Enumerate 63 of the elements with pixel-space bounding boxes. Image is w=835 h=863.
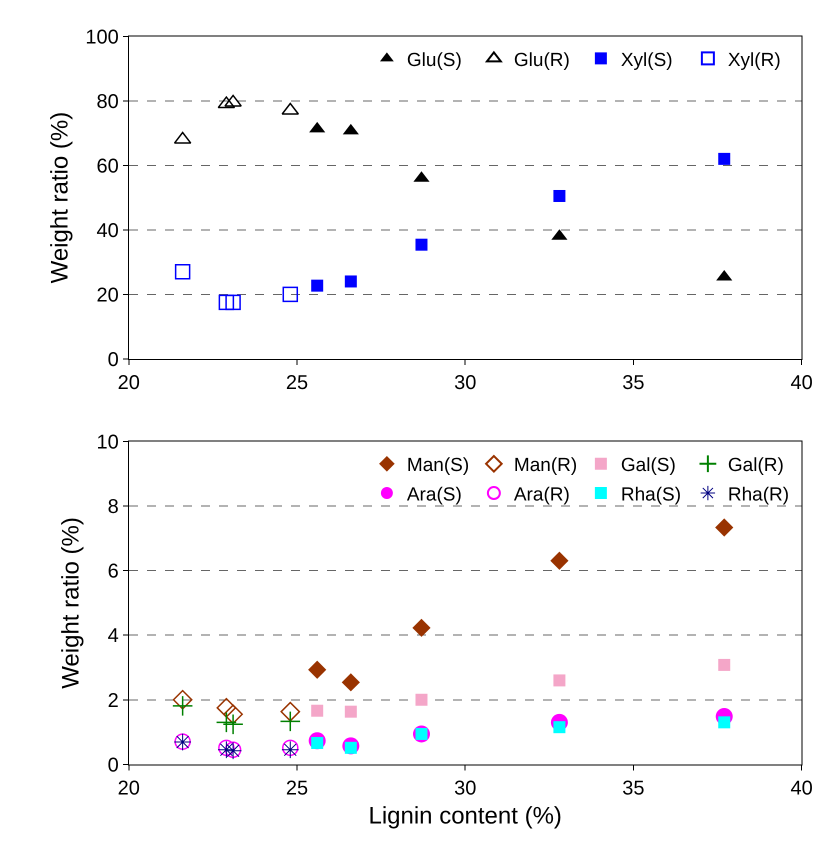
point xyxy=(311,704,324,717)
y-tick-label: 10 xyxy=(96,432,119,454)
x-tick-label: 25 xyxy=(286,777,308,800)
x-tick-label: 40 xyxy=(790,777,813,800)
point xyxy=(718,658,730,671)
y-tick-label: 0 xyxy=(108,348,119,371)
x-tick-label: 35 xyxy=(622,372,645,394)
legend-label: Rha(R) xyxy=(728,484,790,506)
point xyxy=(342,673,360,692)
point xyxy=(415,694,428,706)
y-tick-label: 2 xyxy=(108,690,119,712)
point xyxy=(412,618,431,637)
y-tick-label: 6 xyxy=(108,560,119,583)
point xyxy=(280,702,300,722)
point xyxy=(222,714,244,735)
x-tick-label: 30 xyxy=(454,372,476,394)
point xyxy=(216,698,236,718)
legend-label: Glu(R) xyxy=(514,50,570,71)
y-tick-label: 80 xyxy=(96,90,119,113)
point xyxy=(553,674,566,686)
y-tick-label: 4 xyxy=(108,625,119,648)
legend-label: Man(R) xyxy=(514,455,578,476)
y-tick-label: 60 xyxy=(96,155,119,178)
point xyxy=(550,552,568,570)
y-axis-title: Weight ratio (%) xyxy=(46,112,74,284)
x-tick-label: 30 xyxy=(454,777,476,800)
point xyxy=(282,286,298,302)
point xyxy=(174,264,190,280)
legend-label: Gal(S) xyxy=(620,455,676,476)
point xyxy=(311,280,324,292)
point xyxy=(718,716,730,728)
point xyxy=(223,704,243,724)
y-tick-label: 100 xyxy=(85,26,119,48)
point xyxy=(344,706,357,718)
legend-label: Glu(S) xyxy=(406,50,462,71)
point xyxy=(225,294,241,310)
point xyxy=(715,518,734,537)
legend-label: Rha(S) xyxy=(620,484,682,506)
legend-label: Ara(S) xyxy=(406,484,462,506)
legend-label: Xyl(R) xyxy=(728,50,781,71)
point xyxy=(415,238,428,251)
y-tick-label: 20 xyxy=(96,284,119,306)
point xyxy=(172,695,194,716)
point xyxy=(216,712,237,733)
point xyxy=(344,275,357,288)
y-tick-label: 0 xyxy=(108,754,119,776)
y-tick-label: 8 xyxy=(108,496,119,518)
x-tick-label: 25 xyxy=(286,372,308,394)
legend-label: Man(S) xyxy=(406,455,470,476)
y-axis-title: Weight ratio (%) xyxy=(58,517,85,689)
y-tick-label: 40 xyxy=(96,220,119,242)
legend-label: Ara(R) xyxy=(514,484,570,506)
x-tick-label: 40 xyxy=(790,372,813,394)
point xyxy=(172,690,192,710)
point xyxy=(553,190,566,202)
x-axis-title: Lignin content (%) xyxy=(368,802,562,830)
legend-label: Xyl(S) xyxy=(620,50,673,71)
legend-label: Gal(R) xyxy=(728,455,784,476)
point xyxy=(280,710,301,732)
point xyxy=(218,294,234,310)
x-tick-label: 35 xyxy=(622,777,645,800)
point xyxy=(718,152,730,165)
point xyxy=(308,660,326,679)
